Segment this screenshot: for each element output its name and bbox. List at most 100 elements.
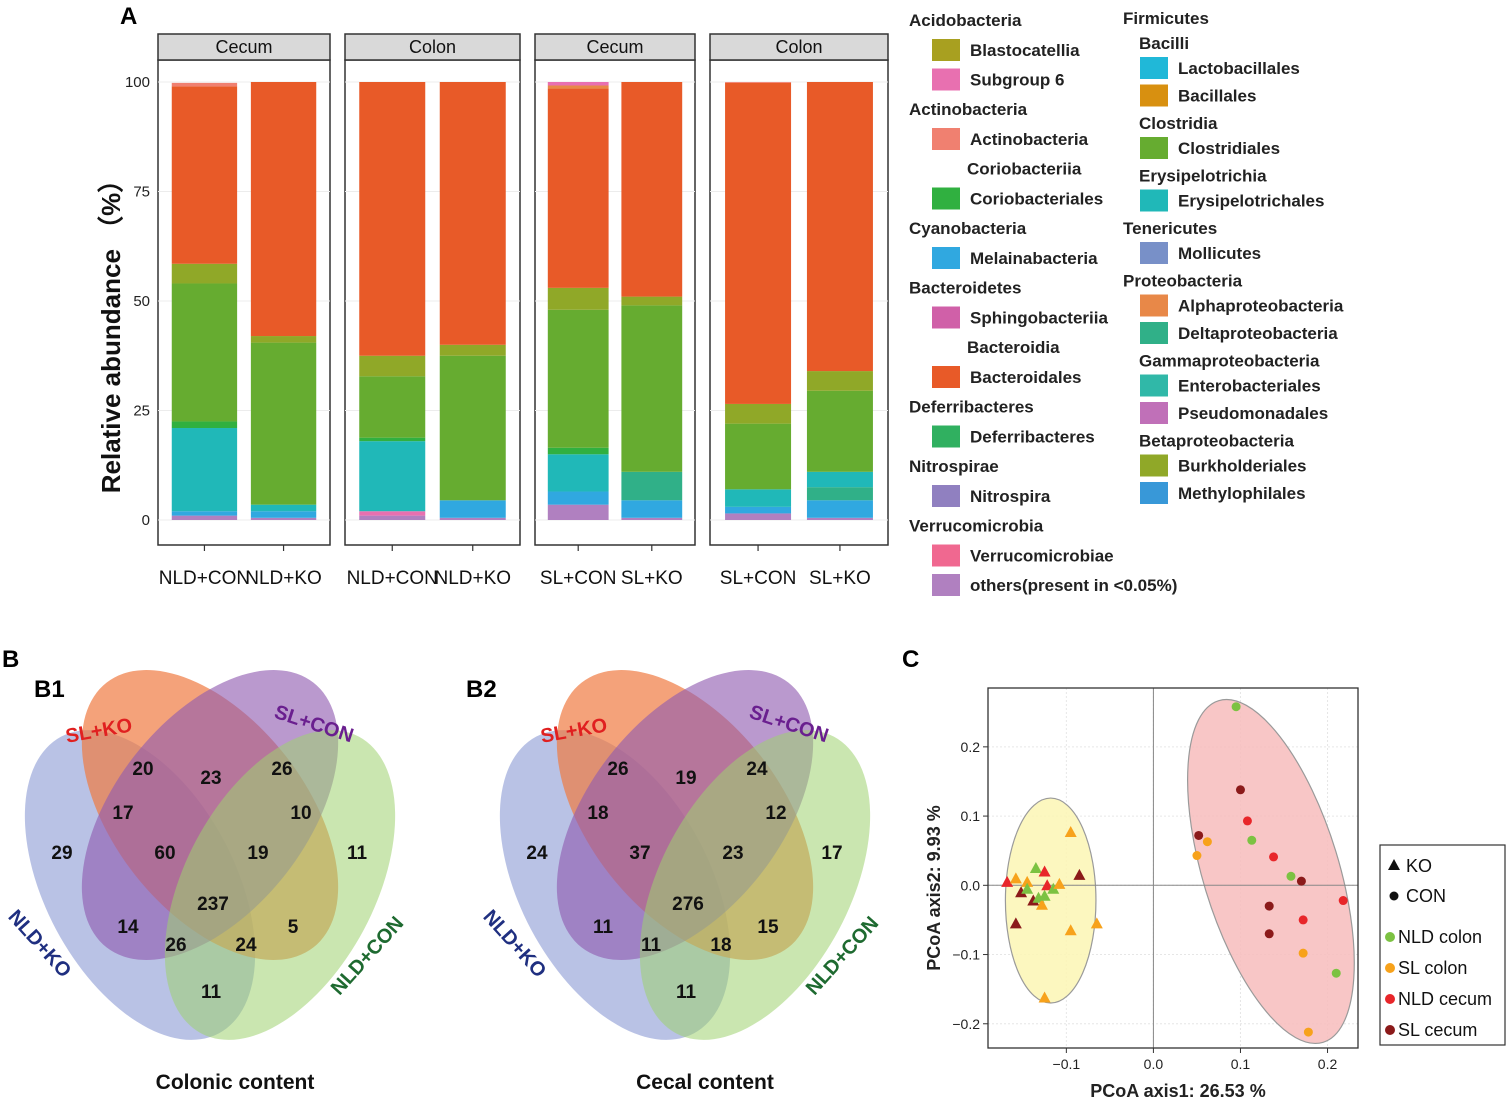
stacked-bar-chart: Relative abundance （%） 0 25 50 75 100 Cecum N… (96, 9, 1344, 596)
legend-group-deferribacteres: Deferribacteres (909, 398, 1034, 417)
venn-count-sl-ko-sl-con-nld-con: 19 (247, 843, 268, 864)
bar-segment-deltaproteobacteria (621, 471, 683, 501)
bar-segment-bacteroidales (806, 82, 873, 372)
bar-segment-erysipelotrichales (359, 441, 426, 512)
legend-subgroup-gammaproteobacteria: Gammaproteobacteria (1139, 352, 1320, 371)
point-ko-nld-cecum (1038, 865, 1051, 877)
taxa-legend: Acidobacteria Blastocatellia Subgroup 6 Act… (909, 9, 1344, 596)
x-tick-label: NLD+KO (434, 568, 511, 589)
legend-swatch-mollicutes (1140, 242, 1168, 264)
x-tick-label: 0.0 (1144, 1056, 1164, 1072)
venn-counts: 24 26 24 17 18 19 12 37 23 276 11 15 11 18 11 (526, 759, 842, 1003)
x-tick-label: 0.1 (1231, 1056, 1251, 1072)
x-tick-label: NLD+CON (347, 568, 438, 589)
point-ko-sl-colon (1009, 872, 1022, 884)
point-con-sl-colon (1202, 837, 1212, 847)
x-tick-label: NLD+CON (159, 568, 250, 589)
plot-frame (987, 687, 1359, 1049)
legend-label-burkholderiales: Burkholderiales (1178, 457, 1307, 476)
legend-swatch-erysipelotrichales (1140, 189, 1168, 212)
point-con-sl-cecum (1194, 830, 1204, 840)
bar-segment-clostridiales (547, 309, 609, 448)
bar-segment-melainabacteria (725, 506, 792, 514)
legend-label-nld-colon: NLD colon (1398, 927, 1482, 947)
legend-swatch-others-present-in-0-05 (932, 574, 960, 596)
legend-swatch-enterobacteriales (1140, 374, 1168, 397)
legend-subgroup-bacteroidia: Bacteroidia (967, 338, 1060, 357)
legend-group-firmicutes: Firmicutes (1123, 9, 1209, 28)
point-con-sl-colon (1192, 851, 1202, 861)
venn-count-sl-ko-nld-con: 5 (288, 917, 299, 938)
x-tick-label: SL+KO (621, 568, 683, 589)
point-ko-nld-colon (1047, 882, 1060, 894)
point-ko-sl-cecum (1073, 868, 1086, 880)
legend-label-melainabacteria: Melainabacteria (970, 249, 1098, 268)
point-ko-nld-colon (1029, 862, 1042, 873)
legend-label-con: CON (1406, 886, 1446, 906)
bar-segment-actinobacteria (725, 82, 792, 83)
legend-group-proteobacteria: Proteobacteria (1123, 272, 1243, 291)
point-ko-sl-cecum (1015, 886, 1028, 898)
venn-caption: Colonic content (156, 1071, 315, 1094)
venn-count-nld-ko-sl-ko-sl-con: 60 (154, 843, 175, 864)
legend-label-enterobacteriales: Enterobacteriales (1178, 377, 1321, 396)
legend-label-blastocatellia: Blastocatellia (970, 41, 1080, 60)
x-tick-label: 0.2 (1318, 1056, 1338, 1072)
bar-segment-alphaproteobacteria (547, 85, 609, 89)
bar-segment-melainabacteria (439, 500, 506, 518)
y-tick-label: −0.2 (952, 1016, 980, 1032)
legend-swatch-nld-colon (1385, 932, 1395, 942)
ellipse-con (1187, 698, 1355, 1045)
bar-segment-erysipelotrichales (806, 471, 873, 488)
bar-segment-melainabacteria (621, 500, 683, 518)
y-tick-label: 0.1 (961, 808, 981, 824)
point-ko-sl-colon (1021, 875, 1034, 887)
bar-segment-burkholderiales (439, 344, 506, 356)
facet-strip-label: Colon (775, 37, 822, 57)
venn-count-sl-ko: 20 (132, 759, 153, 780)
legend-swatch-bacteroidales (932, 366, 960, 388)
legend-swatch-sl-colon (1385, 963, 1395, 973)
panel-label-b2: B2 (466, 676, 497, 703)
legend-swatch-blastocatellia (932, 39, 960, 61)
venn-count-nld-ko: 24 (526, 843, 548, 864)
legend-label-nitrospira: Nitrospira (970, 487, 1051, 506)
pcoa-legend: KO CON NLD colon SL colon NLD cecum SL cecum (1379, 844, 1506, 1046)
bar-segment-melainabacteria (171, 511, 238, 516)
bar-segment-others-present-in-0-05 (171, 515, 238, 520)
point-con-sl-cecum (1296, 876, 1306, 886)
venn-count-sl-con: 24 (746, 759, 768, 780)
point-con-nld-cecum (1242, 816, 1252, 826)
legend-swatch-sl-cecum (1385, 1025, 1395, 1035)
point-ko-nld-cecum (1041, 879, 1054, 891)
legend-label-lactobacillales: Lactobacillales (1178, 59, 1300, 78)
legend-swatch-actinobacteria (932, 128, 960, 150)
legend-swatch-melainabacteria (932, 247, 960, 269)
bar-segment-clostridiales (621, 305, 683, 472)
point-con-nld-cecum (1269, 852, 1279, 862)
venn-count-nld-ko-sl-ko-nld-con: 18 (710, 935, 731, 956)
point-ko-nld-cecum (1001, 875, 1014, 887)
legend-label-verrucomicrobiae: Verrucomicrobiae (970, 547, 1114, 566)
x-tick-label: SL+KO (809, 568, 871, 589)
x-axis-title: PCoA axis1: 26.53 % (1090, 1081, 1265, 1101)
legend-swatch-nitrospira (932, 485, 960, 507)
bar-segment-burkholderiales (547, 287, 609, 310)
bar-nld-con-cecum (171, 82, 238, 520)
point-ko-sl-colon (1090, 917, 1103, 929)
data-points (1001, 702, 1348, 1037)
bar-segment-bacteroidales (725, 82, 792, 404)
venn-count-all: 237 (197, 894, 229, 915)
x-tick-label: −0.1 (1053, 1056, 1081, 1072)
legend-label-subgroup-6: Subgroup 6 (970, 71, 1064, 90)
legend-label-clostridiales: Clostridiales (1178, 139, 1280, 158)
legend-group-nitrospirae: Nitrospirae (909, 457, 999, 476)
bar-segment-others-present-in-0-05 (439, 517, 506, 520)
point-ko-sl-cecum (1009, 917, 1022, 929)
legend-label-deltaproteobacteria: Deltaproteobacteria (1178, 324, 1338, 343)
bar-segment-coriobacteriales (171, 421, 238, 429)
y-tick-label: 0.2 (961, 739, 981, 755)
